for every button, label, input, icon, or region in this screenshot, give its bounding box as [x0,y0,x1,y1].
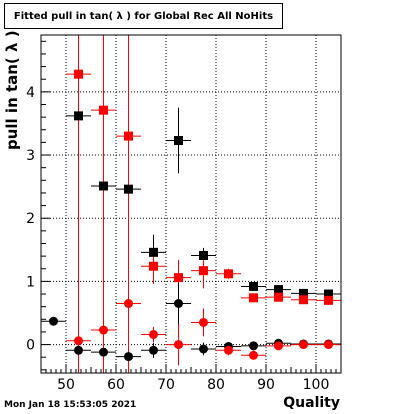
data-point-circle [249,341,258,351]
data-point-circle [274,341,283,351]
data-point-square [174,136,183,146]
y-axis-label: pull in tan( λ ) [3,30,21,150]
data-point-square [99,181,108,191]
datestamp: Mon Jan 18 15:53:05 2021 [4,400,137,410]
y-tick-label: 4 [26,85,35,101]
x-tick-label: 60 [107,377,125,393]
data-point-square [249,281,258,291]
data-point-square [299,288,308,298]
data-point-circle [124,299,133,309]
data-point-square [224,269,233,279]
x-tick-label: 50 [57,377,75,393]
data-point-square [149,247,158,257]
data-point-square [249,293,258,303]
data-point-square [99,105,108,115]
data-point-circle [199,317,208,327]
data-point-square [74,111,83,121]
data-point-square [199,266,208,276]
data-point-square [149,261,158,271]
y-tick-label: 0 [26,338,35,354]
data-point-square [74,69,83,79]
x-tick-label: 100 [303,377,330,393]
data-point-circle [74,336,83,346]
y-tick-label: 2 [26,211,35,227]
data-point-circle [174,340,183,350]
data-point-square [199,250,208,260]
data-point-square [274,292,283,302]
data-point-square [324,289,333,299]
data-point-square [274,285,283,295]
data-point-circle [299,340,308,350]
data-point-circle [74,345,83,355]
data-point-circle [99,347,108,357]
x-axis-label: Quality [283,395,340,411]
plot-area [41,35,341,373]
marker-layer [49,69,333,362]
data-point-square [124,184,133,194]
data-point-square [299,295,308,305]
y-tick-label: 3 [26,148,35,164]
axis-layer: 50 60 70 80 90 100 0 1 2 3 4 [26,34,342,393]
data-point-circle [149,329,158,339]
data-point-circle [249,350,258,360]
data-point-circle [324,340,333,350]
chart-title-box: Fitted pull in tan( λ ) for Global Rec A… [4,3,283,29]
data-point-circle [174,299,183,309]
data-point-square [174,273,183,283]
y-tick-label: 1 [26,274,35,290]
data-point-circle [149,345,158,355]
data-point-circle [49,316,58,326]
x-tick-label: 90 [257,377,275,393]
data-point-circle [199,344,208,354]
x-tick-label: 70 [157,377,175,393]
data-point-circle [99,325,108,335]
x-tick-label: 80 [207,377,225,393]
data-point-circle [124,352,133,362]
data-point-square [324,295,333,305]
data-point-square [124,131,133,141]
data-point-circle [224,345,233,355]
chart-title: Fitted pull in tan( λ ) for Global Rec A… [13,10,274,22]
